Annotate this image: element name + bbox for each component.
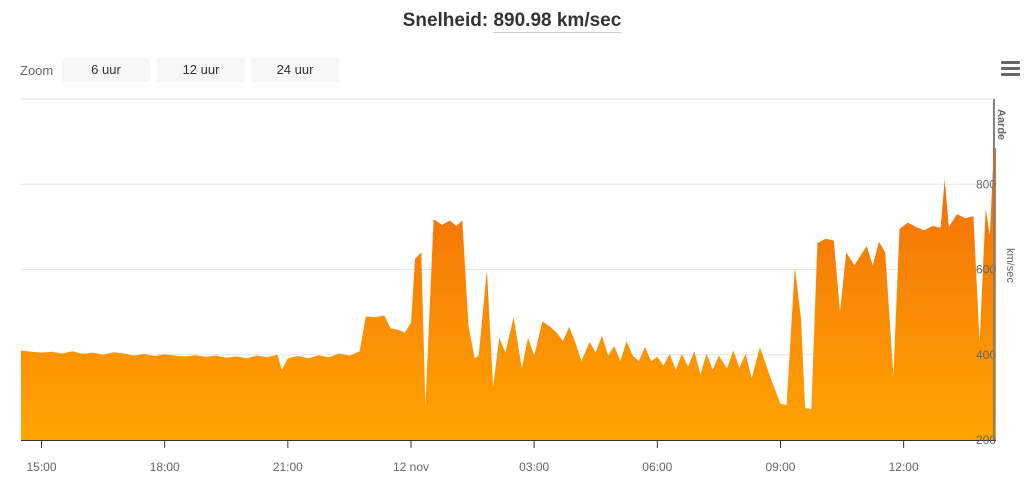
zoom-24h-button[interactable]: 24 uur bbox=[251, 58, 339, 82]
x-tick-label: 21:00 bbox=[273, 460, 303, 474]
y-axis-ticks: 200 400 600 800 bbox=[976, 177, 996, 447]
plotline-earth-label: Aarde bbox=[995, 109, 1007, 140]
zoom-6h-button[interactable]: 6 uur bbox=[62, 58, 150, 82]
zoom-label: Zoom bbox=[20, 63, 54, 78]
x-tick-label: 12 nov bbox=[393, 460, 429, 474]
zoom-12h-button[interactable]: 12 uur bbox=[157, 58, 245, 82]
x-tick-label: 18:00 bbox=[150, 460, 180, 474]
x-tick-label: 03:00 bbox=[519, 460, 549, 474]
x-tick-label: 06:00 bbox=[642, 460, 672, 474]
y-tick-label: 800 bbox=[976, 177, 996, 191]
x-axis-ticks: 15:00 18:00 21:00 12 nov 03:00 06:00 09:00 12:0… bbox=[27, 440, 919, 474]
chart-title-prefix: Snelheid: bbox=[402, 10, 494, 31]
speed-area-series bbox=[21, 148, 996, 440]
y-tick-label: 400 bbox=[976, 348, 996, 362]
y-tick-label: 600 bbox=[976, 263, 996, 277]
hamburger-menu-icon[interactable] bbox=[998, 59, 1022, 79]
y-tick-label: 200 bbox=[976, 433, 996, 447]
y-axis-title: km/sec bbox=[1004, 248, 1016, 283]
chart-title: Snelheid: 890.98 km/sec bbox=[0, 10, 1024, 33]
x-tick-label: 09:00 bbox=[765, 460, 795, 474]
x-tick-label: 12:00 bbox=[889, 460, 919, 474]
chart-title-value: 890.98 km/sec bbox=[493, 10, 622, 33]
x-tick-label: 15:00 bbox=[27, 460, 57, 474]
